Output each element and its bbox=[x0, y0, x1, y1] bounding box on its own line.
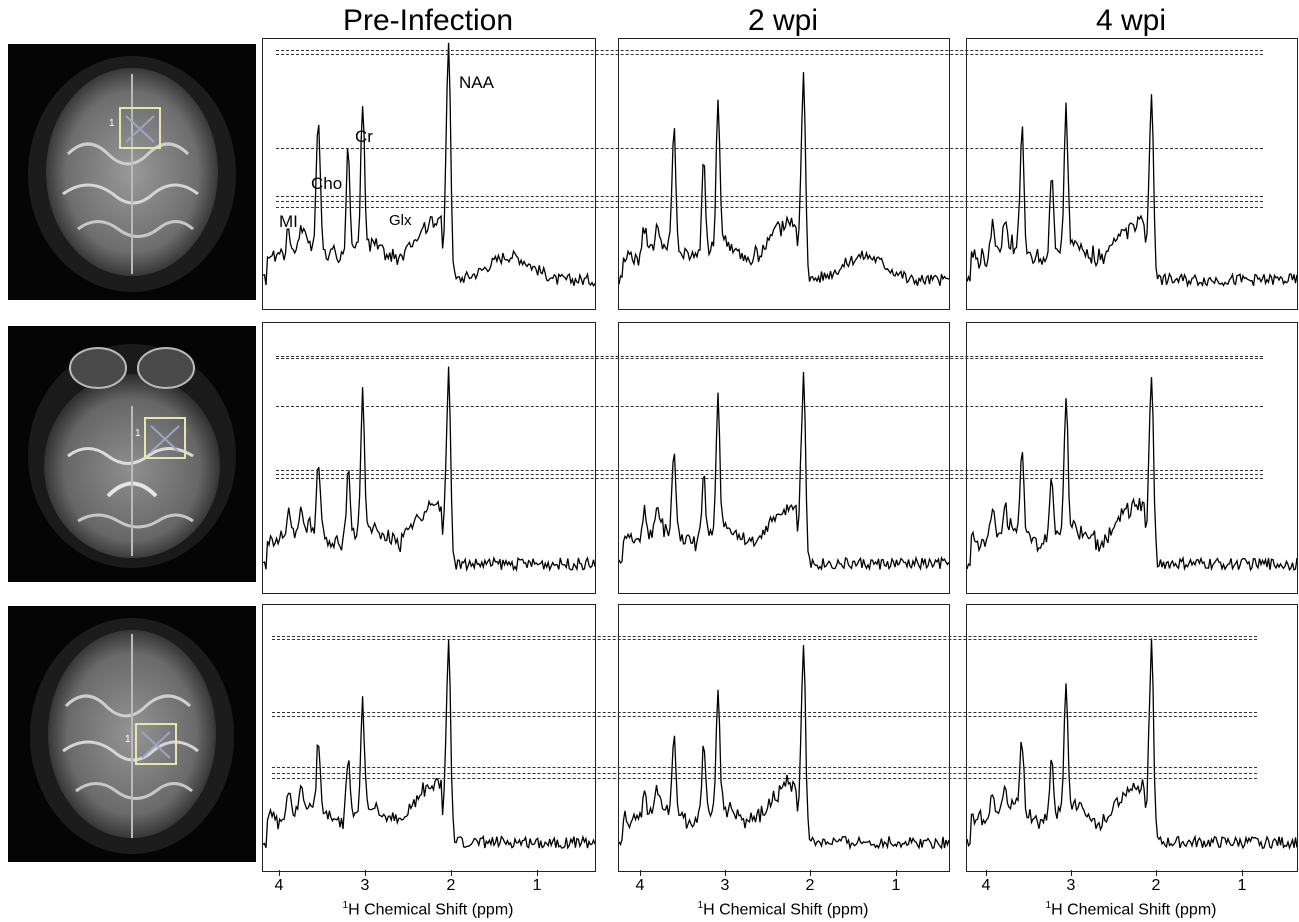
brain-scan-image: 1 bbox=[30, 618, 234, 854]
x-tick-label: 3 bbox=[1066, 877, 1076, 894]
spectrum-plot bbox=[619, 371, 949, 571]
reference-line bbox=[276, 470, 1263, 471]
x-tick-label: 2 bbox=[1151, 877, 1161, 894]
x-axis-label: 1H Chemical Shift (ppm) bbox=[1045, 900, 1217, 919]
spectrum-line bbox=[619, 72, 949, 286]
spectrum-plot bbox=[619, 72, 949, 286]
spectrum-panel bbox=[966, 322, 1298, 594]
x-tick-label: 1 bbox=[1237, 877, 1247, 894]
x-tick-label: 1 bbox=[532, 877, 542, 894]
reference-line bbox=[276, 54, 1263, 55]
voxel-marker: 1 bbox=[135, 428, 141, 439]
reference-line bbox=[276, 406, 1263, 407]
peak-label-glx: Glx bbox=[389, 212, 412, 229]
mri-image-row-1: 1 bbox=[8, 44, 256, 300]
x-tick-mark bbox=[537, 870, 538, 876]
column-title-2-wpi: 2 wpi bbox=[747, 4, 819, 37]
peak-label-naa: NAA bbox=[459, 73, 494, 92]
spectrum-line bbox=[263, 639, 595, 850]
spectrum-panel bbox=[262, 604, 596, 872]
reference-line bbox=[272, 773, 1257, 774]
x-tick-mark bbox=[640, 870, 641, 876]
spectrum-line bbox=[967, 94, 1297, 288]
reference-line bbox=[272, 767, 1257, 768]
x-tick-mark bbox=[1242, 870, 1243, 876]
mri-image-row-2: 1 bbox=[8, 326, 256, 582]
spectrum-panel bbox=[966, 604, 1298, 872]
reference-line bbox=[276, 148, 1263, 149]
voxel-marker: 1 bbox=[125, 734, 131, 745]
mri-image-row-3: 1 bbox=[8, 606, 256, 862]
brain-scan-image: 1 bbox=[28, 344, 236, 568]
x-tick-mark bbox=[725, 870, 726, 876]
x-tick-label: 2 bbox=[805, 877, 815, 894]
spectrum-line bbox=[263, 42, 595, 288]
peak-label-cho: Cho bbox=[311, 174, 343, 193]
x-tick-mark bbox=[810, 870, 811, 876]
x-axis-label: 1H Chemical Shift (ppm) bbox=[342, 900, 514, 919]
spectrum-panel bbox=[618, 604, 950, 872]
reference-line bbox=[276, 201, 1263, 202]
reference-line bbox=[276, 196, 1263, 197]
x-tick-label: 1 bbox=[891, 877, 901, 894]
reference-line bbox=[276, 356, 1263, 357]
spectrum-panel bbox=[618, 38, 950, 310]
peak-label-mi: MI bbox=[279, 212, 298, 231]
x-tick-label: 3 bbox=[360, 877, 370, 894]
x-tick-mark bbox=[365, 870, 366, 876]
reference-line bbox=[276, 50, 1263, 51]
column-title-4-wpi: 4 wpi bbox=[1095, 4, 1167, 37]
x-tick-label: 3 bbox=[720, 877, 730, 894]
column-title-pre-infection: Pre-Infection bbox=[342, 4, 514, 37]
x-axis-label: 1H Chemical Shift (ppm) bbox=[697, 900, 869, 919]
spectrum-plot bbox=[263, 639, 595, 850]
spectrum-plot bbox=[967, 377, 1297, 572]
reference-line bbox=[276, 358, 1263, 359]
x-tick-mark bbox=[279, 870, 280, 876]
spectrum-plot bbox=[263, 366, 595, 573]
reference-line bbox=[272, 639, 1257, 640]
peak-label-cr: Cr bbox=[355, 127, 373, 146]
spectrum-plot bbox=[263, 42, 595, 288]
spectrum-line bbox=[263, 366, 595, 573]
reference-line bbox=[272, 636, 1257, 637]
spectrum-panel bbox=[262, 322, 596, 594]
spectrum-plot bbox=[619, 645, 949, 851]
x-tick-mark bbox=[986, 870, 987, 876]
voxel-marker: 1 bbox=[109, 118, 115, 129]
brain-scan-image: 1 bbox=[28, 56, 236, 292]
x-tick-label: 2 bbox=[446, 877, 456, 894]
spectrum-panel bbox=[262, 38, 596, 310]
x-tick-mark bbox=[451, 870, 452, 876]
x-tick-label: 4 bbox=[635, 877, 645, 894]
x-tick-mark bbox=[1071, 870, 1072, 876]
x-tick-mark bbox=[1156, 870, 1157, 876]
reference-line bbox=[272, 778, 1257, 779]
spectrum-plot bbox=[967, 94, 1297, 288]
spectrum-line bbox=[967, 638, 1297, 851]
x-tick-label: 4 bbox=[274, 877, 284, 894]
reference-line bbox=[272, 716, 1257, 717]
reference-line bbox=[276, 478, 1263, 479]
reference-line bbox=[276, 207, 1263, 208]
spectrum-plot bbox=[967, 638, 1297, 851]
spectrum-line bbox=[967, 377, 1297, 572]
spectrum-line bbox=[619, 645, 949, 851]
x-tick-mark bbox=[896, 870, 897, 876]
spectrum-panel bbox=[618, 322, 950, 594]
x-tick-label: 4 bbox=[981, 877, 991, 894]
reference-line bbox=[276, 474, 1263, 475]
reference-line bbox=[272, 712, 1257, 713]
spectrum-panel bbox=[966, 38, 1298, 310]
spectrum-line bbox=[619, 371, 949, 571]
